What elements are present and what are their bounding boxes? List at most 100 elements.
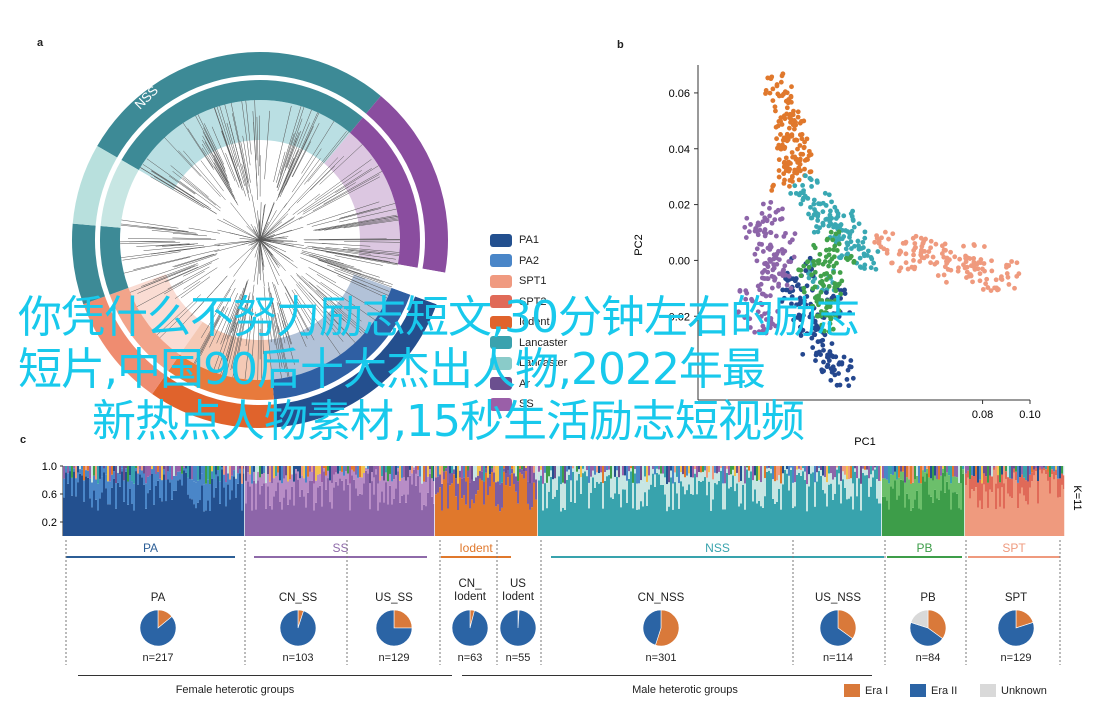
structure-bar: [940, 490, 942, 536]
structure-bar: [109, 466, 111, 482]
tree-branch: [230, 202, 261, 241]
structure-bar: [407, 477, 409, 495]
pca-point: [801, 144, 807, 150]
structure-bar: [405, 480, 407, 503]
structure-bar: [325, 489, 327, 536]
structure-bar: [269, 466, 271, 482]
structure-bar: [916, 466, 918, 476]
tree-branch: [170, 165, 209, 198]
pca-point: [771, 262, 777, 267]
structure-bar: [527, 466, 529, 482]
pca-y-axis-label: PC2: [633, 234, 645, 255]
structure-bar: [596, 466, 598, 473]
structure-bar: [542, 510, 544, 536]
structure-bar: [229, 499, 231, 536]
pca-point: [918, 250, 924, 255]
structure-bar: [73, 466, 75, 469]
structure-bar: [786, 473, 788, 536]
structure-bar: [231, 475, 233, 491]
structure-bar: [1031, 472, 1033, 482]
structure-bar: [373, 466, 375, 478]
pca-point: [847, 364, 853, 369]
tree-ring-outer-segment: [97, 52, 381, 158]
structure-bar: [257, 466, 259, 472]
structure-bar: [453, 474, 455, 536]
structure-bar: [908, 499, 910, 536]
pca-point: [948, 267, 954, 273]
tree-branch: [200, 288, 231, 339]
pca-point: [793, 137, 799, 143]
structure-bar: [357, 495, 359, 536]
tree-branch: [308, 267, 337, 284]
structure-bar: [942, 472, 944, 536]
structure-bar: [191, 479, 193, 500]
structure-bar: [483, 504, 485, 536]
pca-point: [827, 212, 833, 218]
pca-point: [835, 214, 841, 219]
structure-bar: [586, 476, 588, 536]
structure-bar: [995, 509, 997, 536]
structure-bar: [63, 466, 65, 479]
structure-bar: [796, 466, 798, 470]
pca-point: [824, 216, 830, 222]
structure-bar: [828, 466, 830, 474]
pca-point: [796, 267, 802, 273]
structure-bar: [359, 466, 361, 478]
structure-bar: [654, 487, 656, 536]
structure-bar: [954, 466, 956, 477]
structure-bar: [205, 483, 207, 511]
structure-bar: [77, 466, 79, 473]
pca-point: [832, 298, 838, 303]
tree-branch: [141, 265, 195, 287]
pca-point: [928, 238, 934, 244]
structure-bar: [1001, 466, 1003, 475]
structure-bar: [1045, 474, 1047, 536]
structure-bar: [742, 473, 744, 485]
pca-point: [788, 191, 794, 196]
structure-bar: [834, 477, 836, 494]
structure-bar: [143, 466, 145, 474]
structure-bar: [872, 470, 874, 478]
structure-bar: [738, 482, 740, 507]
structure-bar: [315, 466, 317, 481]
structure-bar: [411, 466, 413, 474]
legend-label: SS: [519, 398, 534, 411]
structure-bar: [814, 466, 816, 483]
structure-bar: [429, 469, 431, 474]
structure-bar: [303, 478, 305, 497]
pca-point: [774, 83, 780, 89]
pca-point: [909, 264, 915, 270]
structure-bar: [772, 479, 774, 499]
structure-bar: [832, 479, 834, 500]
structure-bar: [215, 487, 217, 536]
pca-point: [770, 184, 776, 189]
structure-bar: [668, 482, 670, 507]
structure-bar: [133, 483, 135, 511]
legend-item-spt1: SPT1: [490, 271, 567, 292]
structure-bar: [237, 483, 239, 536]
tree-branch: [277, 137, 297, 191]
structure-bar: [1005, 471, 1007, 479]
tree-branch: [222, 322, 238, 375]
structure-bar: [281, 509, 283, 536]
structure-bar: [838, 484, 840, 536]
structure-bar: [451, 472, 453, 484]
legend-label: Lancaster: [519, 357, 568, 370]
structure-bar: [848, 498, 850, 536]
tree-branch: [187, 128, 214, 168]
structure-bar: [1039, 467, 1041, 470]
structure-bar: [193, 481, 195, 505]
structure-bar: [944, 466, 946, 477]
tree-branch: [250, 223, 261, 241]
pca-point: [802, 166, 807, 172]
pca-point: [769, 285, 775, 291]
structure-bar: [89, 478, 91, 499]
structure-bar: [592, 470, 594, 478]
pca-point: [770, 86, 776, 92]
structure-bar: [586, 466, 588, 471]
tree-branch: [223, 318, 239, 376]
pca-point: [743, 296, 749, 302]
structure-bar: [734, 476, 736, 492]
structure-bar: [267, 466, 269, 475]
tree-branch: [232, 113, 249, 187]
